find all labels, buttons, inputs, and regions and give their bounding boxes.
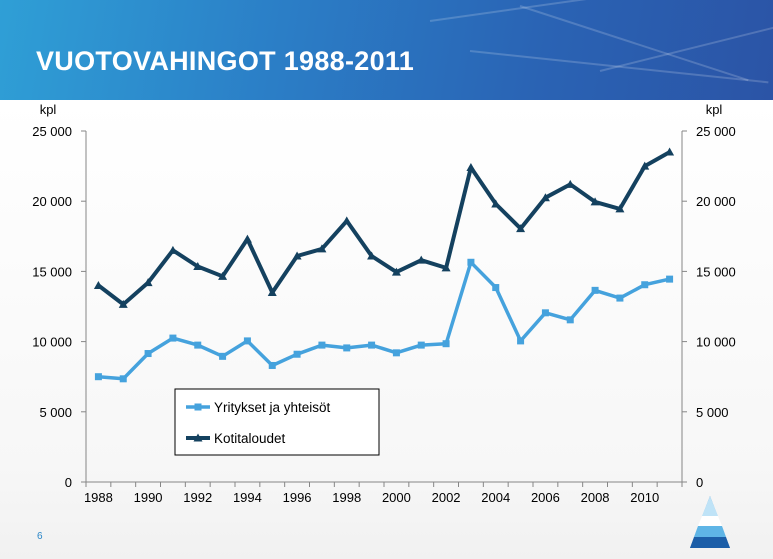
x-tick-label: 2006	[531, 490, 560, 505]
y-tick-label-left: 10 000	[32, 335, 72, 350]
data-point	[417, 341, 425, 349]
data-point	[168, 245, 178, 254]
title-banner: VUOTOVAHINGOT 1988-2011	[0, 0, 773, 100]
data-point	[590, 197, 600, 206]
legend-marker	[194, 403, 202, 411]
y-tick-label-right: 25 000	[696, 124, 736, 139]
data-point	[640, 161, 650, 170]
data-point	[194, 341, 202, 349]
y-axis-left-label: kpl	[40, 102, 57, 117]
legend-box	[174, 388, 380, 456]
series-kotitaloudet	[93, 147, 675, 308]
data-point	[292, 251, 302, 260]
data-point	[416, 255, 426, 264]
data-point	[317, 244, 327, 253]
y-axis-right-label: kpl	[706, 102, 723, 117]
x-tick-label: 1998	[332, 490, 361, 505]
x-tick-label: 2000	[382, 490, 411, 505]
chart-axes: kpl kpl	[40, 102, 723, 483]
data-point	[318, 341, 326, 349]
x-tick-label: 2010	[630, 490, 659, 505]
y-tick-label-right: 5 000	[696, 405, 729, 420]
data-point	[441, 263, 451, 272]
y-tick-label-right: 15 000	[696, 264, 736, 279]
data-point	[267, 287, 277, 296]
chart-series	[93, 147, 675, 383]
y-tick-label-right: 0	[696, 475, 703, 490]
data-point	[193, 261, 203, 270]
x-tick-label: 2004	[481, 490, 510, 505]
x-tick-label: 2008	[581, 490, 610, 505]
data-point	[541, 309, 549, 317]
data-point	[118, 299, 128, 308]
x-tick-label: 1996	[283, 490, 312, 505]
data-point	[540, 193, 550, 202]
data-point	[517, 337, 525, 345]
y-tick-label-left: 15 000	[32, 264, 72, 279]
y-tick-label-right: 10 000	[696, 335, 736, 350]
data-point	[565, 179, 575, 188]
data-point	[492, 284, 500, 292]
y-tick-label-left: 20 000	[32, 194, 72, 209]
data-point	[666, 275, 674, 283]
data-point	[442, 340, 450, 348]
chart-ticks: 0 0 5 000 5 000 10 000 10 000 15 000 15 000 20 0…	[32, 124, 736, 505]
data-point	[491, 199, 501, 208]
data-point	[367, 251, 377, 260]
data-point	[391, 267, 401, 276]
data-point	[466, 163, 476, 172]
data-point	[516, 224, 526, 233]
legend-label: Yritykset ja yhteisöt	[214, 400, 331, 415]
data-point	[293, 350, 301, 358]
data-point	[93, 280, 103, 289]
data-point	[219, 352, 227, 360]
data-point	[641, 281, 649, 289]
data-point	[144, 350, 152, 358]
data-point	[392, 349, 400, 357]
data-point	[343, 344, 351, 352]
data-point	[218, 271, 228, 280]
series-yritykset	[94, 258, 674, 383]
data-point	[268, 361, 276, 369]
data-point	[616, 294, 624, 302]
logo-icon	[690, 496, 730, 548]
data-point	[566, 316, 574, 324]
legend-marker	[193, 433, 203, 442]
chart-legend: Yritykset ja yhteisöt Kotitaloudet	[174, 388, 380, 456]
series-line	[98, 260, 670, 381]
x-tick-label: 1990	[134, 490, 163, 505]
data-point	[143, 278, 153, 287]
data-point	[342, 216, 352, 225]
data-point	[94, 373, 102, 381]
y-tick-label-left: 0	[65, 475, 72, 490]
x-tick-label: 1992	[183, 490, 212, 505]
y-tick-label-right: 20 000	[696, 194, 736, 209]
y-tick-label-left: 25 000	[32, 124, 72, 139]
x-tick-label: 1994	[233, 490, 262, 505]
data-point	[591, 286, 599, 294]
data-point	[243, 337, 251, 345]
x-tick-label: 1988	[84, 490, 113, 505]
data-point	[467, 258, 475, 266]
data-point	[242, 234, 252, 243]
x-tick-label: 2002	[432, 490, 461, 505]
data-point	[368, 341, 376, 349]
data-point	[665, 147, 675, 156]
data-point	[119, 375, 127, 383]
slide-title: VUOTOVAHINGOT 1988-2011	[36, 46, 415, 76]
series-line	[97, 150, 671, 307]
legend-label: Kotitaloudet	[214, 431, 286, 446]
page-number: 6	[37, 531, 43, 542]
data-point	[615, 204, 625, 213]
y-tick-label-left: 5 000	[39, 405, 72, 420]
data-point	[169, 334, 177, 342]
